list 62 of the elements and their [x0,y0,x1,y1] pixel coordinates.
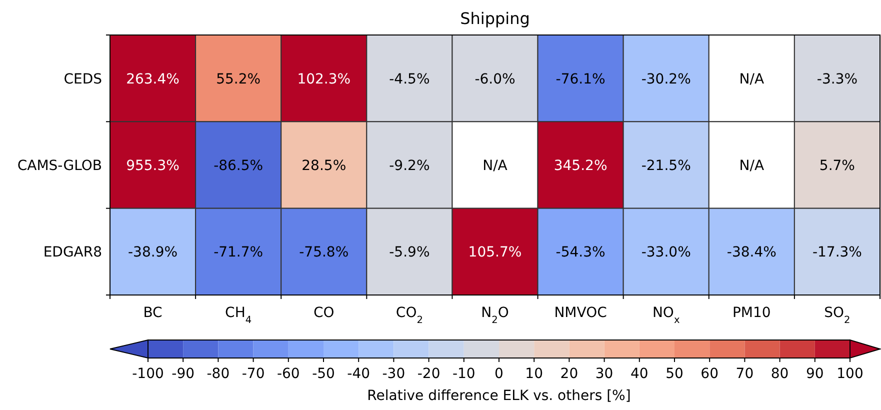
data-label: 55.2% [216,71,261,88]
color-bar-label: 60 [700,366,719,382]
data-label: -38.9% [128,244,178,261]
x-tick-label: CO$_{2}$ [396,305,423,326]
text: N/A [739,158,764,174]
data-label: 263.4% [126,71,180,88]
data-label: 28.5% [302,158,346,174]
color-bar-label: 90 [806,366,824,382]
data-label: -5.9% [389,244,430,261]
color-bar-label: -20 [417,366,440,382]
color-bar-label: -100 [132,366,164,382]
y-tick-label: CEDS [64,71,102,88]
data-label: -33.0% [641,244,691,261]
data-label: -3.3% [816,71,858,88]
x-tick-label: CO [313,305,334,321]
x-tick-label: N$_{2}$O [481,305,509,326]
color-bar-label: -10 [452,366,476,382]
color-bar-label: 70 [736,366,754,382]
data-label: 102.3% [297,71,351,88]
data-label: -71.7% [214,244,264,261]
data-label: -9.2% [389,158,430,174]
data-label: 955.3% [126,158,180,174]
color-bar-label: 50 [666,366,684,382]
data-label: -4.5% [389,71,430,88]
color-bar-title: Relative difference ELK vs. others [%] [367,388,631,404]
color-bar-label: -80 [206,366,230,382]
data-label: -38.4% [726,244,776,261]
y-tick-label: EDGAR8 [43,244,102,261]
y-tick-label: CAMS-GLOB [17,158,102,174]
color-bar-label: 40 [630,366,648,382]
data-label: -86.5% [214,158,264,174]
data-label: -17.3% [812,244,862,261]
x-tick-label: SO$_{2}$ [824,305,850,326]
color-bar-label: -50 [312,366,335,382]
color-bar-label: 100 [836,366,864,382]
color-bar-label: -90 [172,366,195,382]
color-bar-label: 0 [494,366,504,382]
data-label: -30.2% [641,71,691,88]
data-label: 5.7% [819,158,856,174]
color-bar-label: 30 [595,366,614,382]
color-bar-label: -30 [382,366,406,382]
chart-title: Shipping [460,9,530,28]
data-label: -75.8% [299,244,349,261]
text: N/A [739,71,764,88]
x-tick-label: NMVOC [554,305,608,321]
data-label: -21.5% [641,158,691,174]
x-tick-label: PM10 [732,305,771,321]
data-label: -6.0% [474,71,516,88]
color-bar-label: 10 [525,366,544,382]
x-tick-label: NO$_{x}$ [652,305,680,326]
data-label: -76.1% [556,71,606,88]
x-tick-label: CH$_{4}$ [225,305,252,326]
data-label: 345.2% [554,158,608,174]
data-label: -54.3% [556,244,606,261]
color-bar-label: 20 [560,366,578,382]
text: N/A [482,158,508,174]
color-bar-label: 80 [770,366,789,382]
x-tick-label: BC [143,305,163,321]
color-bar-label: -40 [347,366,370,382]
color-bar-label: -70 [242,366,265,382]
data-label: 105.7% [468,244,522,261]
color-bar-label: -60 [276,366,300,382]
